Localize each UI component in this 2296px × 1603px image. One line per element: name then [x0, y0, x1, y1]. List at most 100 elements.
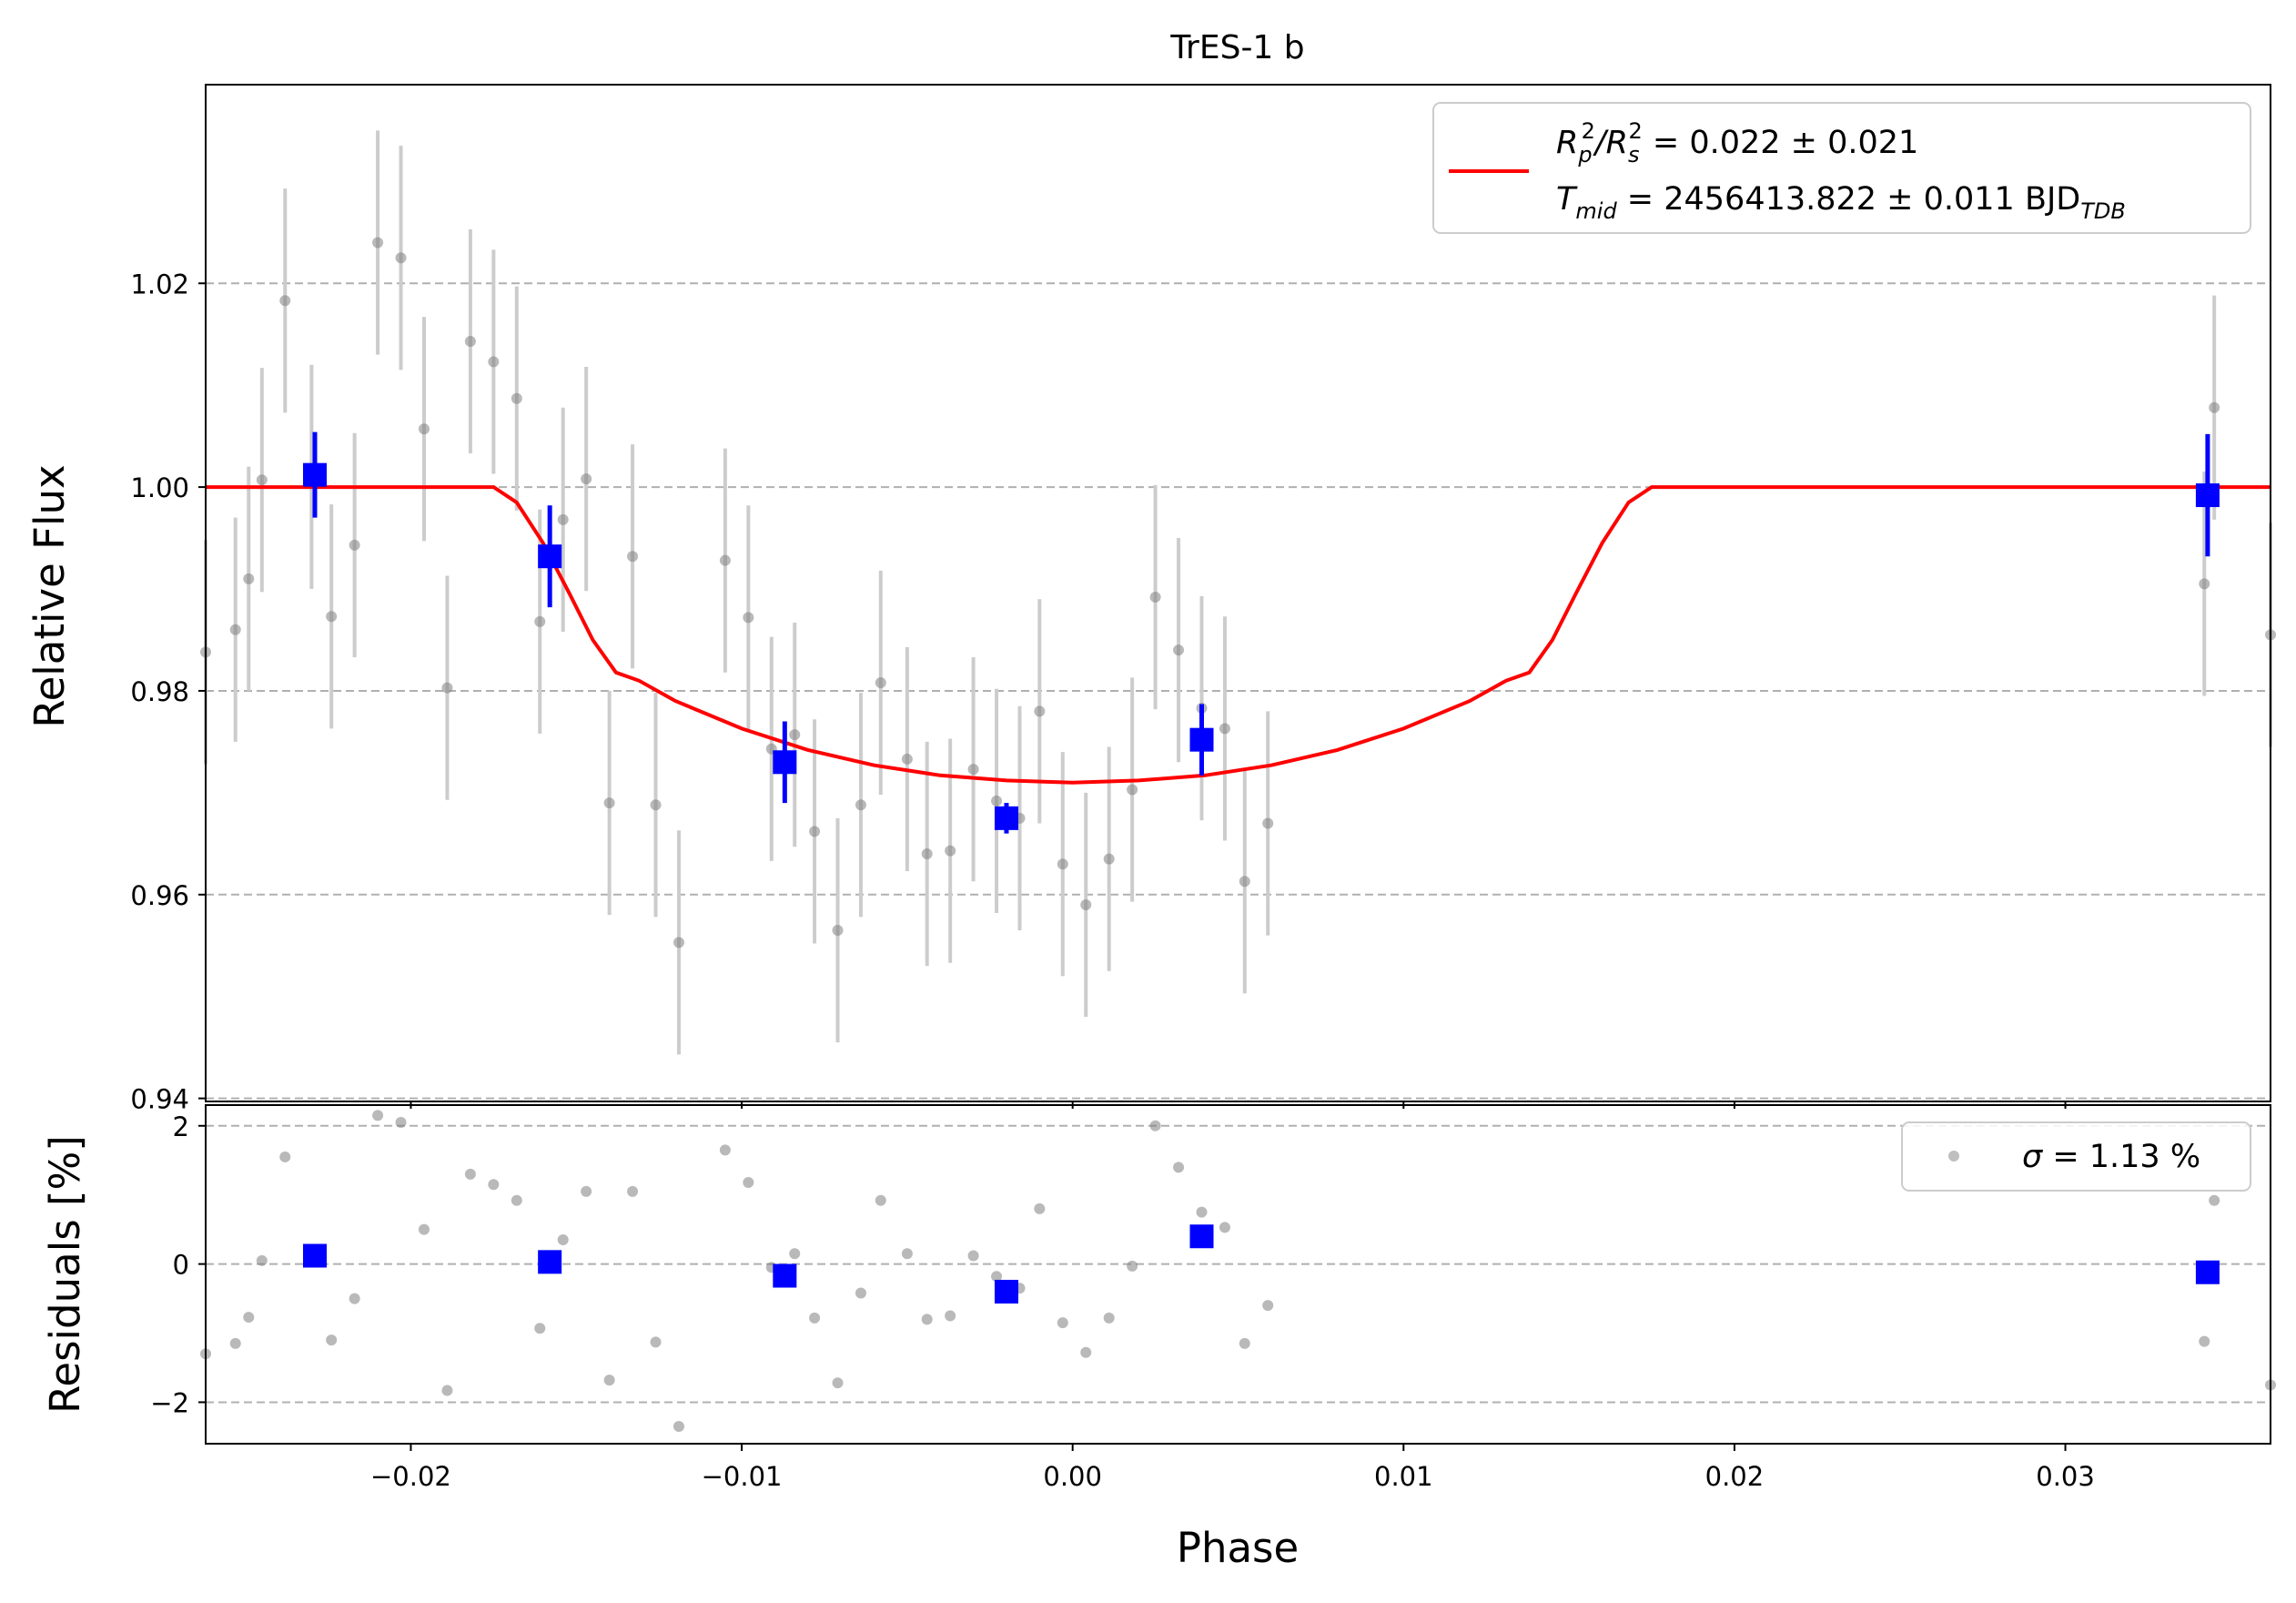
- flux-y-tick-label: 0.98: [130, 676, 189, 707]
- legend-rp-rs-value: = 0.022 ± 0.021: [1643, 125, 1919, 161]
- residuals-raw-point: [441, 1385, 453, 1396]
- flux-raw-point: [1127, 784, 1138, 796]
- flux-raw-point: [809, 826, 821, 837]
- residuals-raw-point: [1196, 1206, 1208, 1218]
- residuals-raw-point: [921, 1314, 933, 1325]
- flux-binned-point: [773, 750, 797, 775]
- residuals-raw-point: [991, 1271, 1003, 1283]
- residuals-raw-point: [1057, 1317, 1068, 1329]
- residuals-raw-point: [1262, 1300, 1274, 1312]
- residuals-raw-point: [832, 1377, 844, 1389]
- flux-raw-point: [627, 551, 639, 563]
- flux-raw-point: [488, 356, 500, 368]
- flux-panel: 0.94 0.96 0.98 1.00 1.02 TrES-1 b Relative F…: [25, 29, 2276, 1115]
- residuals-binned-point: [994, 1279, 1018, 1304]
- residuals-raw-point: [229, 1337, 241, 1349]
- residuals-raw-point: [1149, 1120, 1161, 1131]
- flux-binned-point: [1189, 727, 1214, 752]
- flux-raw-point: [1173, 644, 1185, 656]
- flux-raw-point: [832, 924, 844, 936]
- flux-raw-point: [229, 624, 241, 635]
- flux-raw-point: [1239, 876, 1250, 888]
- legend-tmid-entry: Tmid = 2456413.822 ± 0.011 BJDTDB: [1556, 181, 2126, 224]
- residuals-raw-point: [1219, 1222, 1230, 1233]
- legend-rp-superscript: 2: [1582, 118, 1595, 144]
- flux-raw-point: [1034, 705, 1046, 717]
- flux-raw-point: [719, 554, 731, 566]
- flux-raw-point: [418, 423, 430, 435]
- flux-raw-point: [557, 513, 569, 525]
- phase-x-axis-label: Phase: [1177, 1524, 1299, 1572]
- flux-raw-point: [1103, 853, 1115, 865]
- flux-y-axis-label: Relative Flux: [25, 464, 74, 727]
- residuals-raw-point: [1103, 1312, 1115, 1324]
- flux-binned-point: [994, 806, 1018, 830]
- residuals-raw-point: [945, 1310, 956, 1322]
- residuals-y-tick-label: −2: [150, 1387, 189, 1418]
- legend-rs-symbol: /R: [1593, 125, 1628, 161]
- flux-y-tick-label: 1.00: [130, 472, 189, 503]
- residuals-raw-point: [789, 1248, 801, 1260]
- flux-raw-point: [464, 336, 476, 348]
- flux-raw-point: [349, 539, 360, 551]
- flux-raw-point: [372, 237, 384, 249]
- residuals-raw-point: [243, 1312, 255, 1324]
- residuals-raw-point: [719, 1144, 731, 1156]
- residuals-y-tick-label: 2: [173, 1111, 189, 1142]
- residuals-binned-point: [2195, 1260, 2220, 1284]
- phase-x-tick-label: −0.02: [370, 1461, 451, 1492]
- residuals-raw-point: [256, 1254, 268, 1266]
- residuals-raw-point: [1239, 1337, 1250, 1349]
- residuals-raw-point: [557, 1234, 569, 1246]
- flux-raw-point: [511, 392, 522, 404]
- flux-raw-point: [875, 676, 886, 688]
- legend-rp-rs-entry: Rp2/Rs2 = 0.022 ± 0.021: [1556, 118, 1918, 167]
- residuals-raw-point: [809, 1312, 821, 1324]
- residuals-legend-box: [1901, 1121, 2251, 1192]
- flux-y-tick-label: 0.94: [130, 1084, 189, 1115]
- flux-raw-point: [256, 474, 268, 486]
- flux-raw-point: [279, 295, 291, 307]
- residuals-raw-point: [901, 1248, 913, 1260]
- residuals-binned-point: [1189, 1224, 1214, 1249]
- flux-raw-point: [1057, 858, 1068, 870]
- residuals-binned-points: [302, 1224, 2220, 1304]
- flux-raw-point: [581, 473, 592, 485]
- phase-x-tick-label: −0.01: [702, 1461, 783, 1492]
- residuals-raw-point: [464, 1168, 476, 1180]
- phase-x-tick-label: 0.02: [1705, 1461, 1765, 1492]
- transit-model-line: [206, 485, 2271, 785]
- residuals-raw-point: [627, 1185, 639, 1197]
- residuals-binned-point: [538, 1250, 562, 1274]
- residuals-raw-point: [488, 1179, 500, 1191]
- flux-raw-point: [1080, 898, 1092, 910]
- residuals-binned-point: [773, 1263, 797, 1288]
- residuals-binned-point: [302, 1243, 327, 1268]
- residuals-raw-point: [511, 1194, 522, 1206]
- residuals-raw-point: [603, 1375, 615, 1386]
- flux-axes-frame: [205, 84, 2271, 1102]
- phase-x-tick-label: 0.01: [1374, 1461, 1433, 1492]
- chart-title: TrES-1 b: [1169, 29, 1304, 66]
- flux-raw-point: [2209, 401, 2220, 413]
- residuals-x-ticks: −0.02 −0.01 0.00 0.01 0.02 0.03: [370, 1444, 2095, 1492]
- residuals-raw-point: [1127, 1260, 1138, 1272]
- flux-raw-point: [650, 799, 662, 811]
- residuals-y-tick-label: 0: [173, 1250, 189, 1281]
- flux-legend: Rp2/Rs2 = 0.022 ± 0.021 Tmid = 2456413.8…: [1432, 102, 2251, 234]
- flux-raw-point: [534, 615, 546, 627]
- residuals-raw-point: [581, 1185, 592, 1197]
- residuals-raw-point: [1173, 1162, 1185, 1173]
- residuals-raw-point: [743, 1177, 754, 1189]
- residuals-axes-frame: [205, 1104, 2271, 1445]
- flux-y-tick-label: 1.02: [130, 269, 189, 299]
- flux-raw-point: [1219, 723, 1230, 735]
- legend-tdb-subscript: TDB: [2080, 198, 2126, 224]
- residuals-panel: −2 0 2 −0.02 −0.01 0.00 0.01 0.02 0.03 Phase Re…: [41, 1104, 2276, 1572]
- flux-raw-point: [743, 612, 754, 624]
- residuals-raw-point: [650, 1336, 662, 1348]
- phase-x-tick-label: 0.03: [2036, 1461, 2095, 1492]
- residuals-y-ticks: −2 0 2: [150, 1111, 206, 1418]
